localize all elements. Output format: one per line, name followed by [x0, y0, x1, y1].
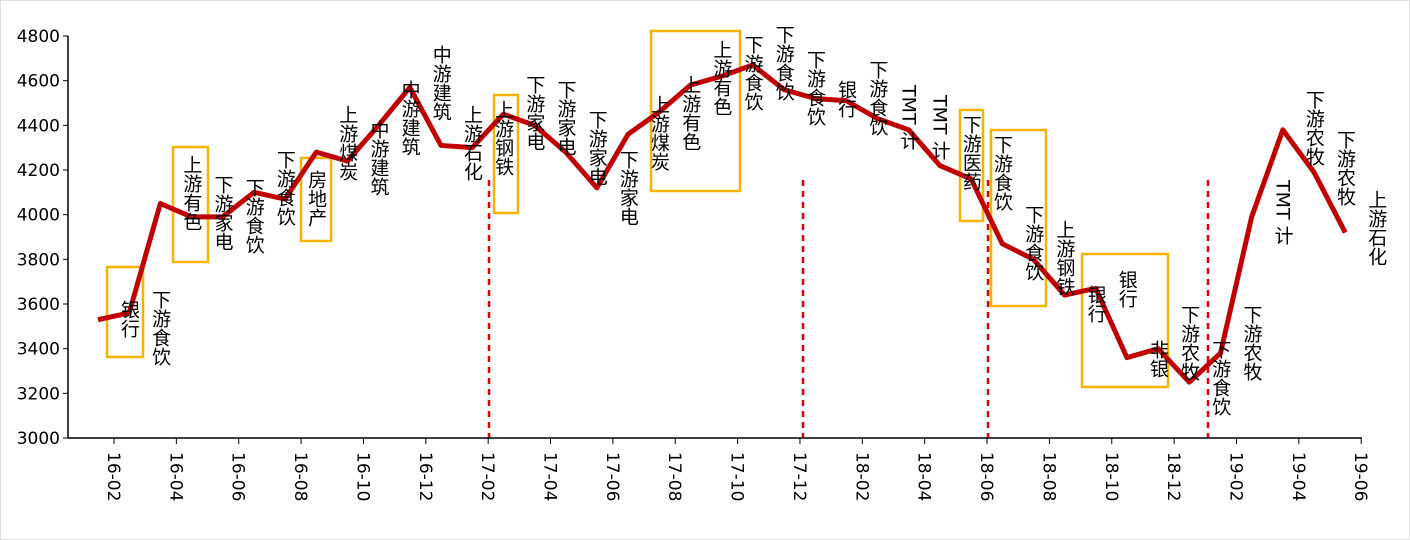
- highlight-box: [649, 29, 742, 193]
- annotation: 下游食饮: [866, 60, 888, 136]
- annotation: 下游食饮: [1022, 205, 1044, 281]
- annotation: 下游家电: [523, 75, 545, 151]
- x-tick-label: 18-06: [976, 452, 996, 501]
- x-tick-label: 18-08: [1038, 452, 1058, 501]
- y-tick-label: 3600: [17, 295, 60, 315]
- highlight-box: [492, 93, 520, 215]
- annotation: 中游建筑: [367, 120, 389, 196]
- annotation: 下游家电: [617, 150, 639, 226]
- annotation: TMT 计: [898, 84, 920, 150]
- annotation: 银行: [1116, 270, 1138, 308]
- x-tick-label: 16-04: [165, 452, 185, 501]
- x-tick-label: 19-06: [1350, 452, 1370, 501]
- y-tick-label: 4000: [17, 206, 60, 226]
- annotation: 上游煤炭: [336, 105, 358, 181]
- y-tick-label: 3000: [17, 429, 60, 449]
- y-tick-label: 3400: [17, 340, 60, 360]
- annotation: 下游家电: [586, 110, 608, 186]
- annotation: 上游有色: [180, 155, 202, 231]
- highlight-box: [958, 108, 985, 223]
- annotation: 下游食饮: [742, 35, 764, 111]
- y-tick-label: 4400: [17, 116, 60, 136]
- y-tick-label: 4600: [17, 72, 60, 92]
- annotation: 上游石化: [461, 105, 483, 181]
- annotation: 上游钢铁: [492, 100, 514, 176]
- highlight-box: [171, 145, 210, 264]
- annotation: TMT 计: [929, 94, 951, 160]
- annotation: 上游有色: [679, 75, 701, 151]
- annotation: 下游农牧: [1178, 305, 1200, 381]
- annotation: 上游石化: [1365, 190, 1387, 266]
- annotation: 下游食饮: [149, 290, 171, 366]
- annotation: 下游医药: [960, 115, 982, 191]
- annotation: 下游食饮: [243, 178, 265, 254]
- y-tick-label: 3200: [17, 384, 60, 404]
- y-tick-label: 3800: [17, 250, 60, 270]
- annotation: 下游食饮: [773, 25, 795, 101]
- x-tick-label: 17-12: [789, 452, 809, 501]
- annotation: 中游建筑: [399, 80, 421, 156]
- x-tick-label: 16-06: [228, 452, 248, 501]
- annotation: 下游家电: [212, 175, 234, 251]
- annotation: 银行: [118, 300, 140, 338]
- annotation: 房地产: [305, 170, 327, 227]
- x-tick-label: 18-10: [1101, 452, 1121, 501]
- x-tick-label: 16-02: [103, 452, 123, 501]
- annotation: 下游农牧: [1240, 305, 1262, 381]
- annotation: 中游建筑: [430, 45, 452, 121]
- x-tick-label: 19-04: [1288, 452, 1308, 501]
- y-tick-label: 4200: [17, 161, 60, 181]
- annotation: 下游食饮: [991, 135, 1013, 211]
- annotation: 上游煤炭: [648, 95, 670, 171]
- highlight-box: [299, 156, 333, 243]
- annotation: 下游食饮: [274, 150, 296, 226]
- y-tick-label: 4800: [17, 27, 60, 47]
- x-tick-label: 17-10: [727, 452, 747, 501]
- x-tick-label: 16-12: [415, 452, 435, 501]
- annotation: 下游农牧: [1334, 130, 1356, 206]
- annotation: 下游食饮: [1209, 340, 1231, 416]
- data-line: [97, 62, 1348, 385]
- x-tick-label: 18-04: [914, 452, 934, 501]
- x-tick-label: 19-02: [1225, 452, 1245, 501]
- x-tick-label: 17-04: [540, 452, 560, 501]
- annotation: 下游家电: [555, 80, 577, 156]
- x-tick-label: 18-12: [1163, 452, 1183, 501]
- highlight-box: [1080, 252, 1170, 389]
- highlight-box: [105, 265, 145, 359]
- x-tick-label: 17-08: [664, 452, 684, 501]
- x-tick-label: 17-06: [602, 452, 622, 501]
- annotation: 非银: [1147, 340, 1169, 378]
- x-tick-label: 18-02: [851, 452, 871, 501]
- annotation: 下游农牧: [1303, 90, 1325, 166]
- phase-dividers: [487, 180, 1210, 438]
- x-tick-label: 16-10: [352, 452, 372, 501]
- annotation: 下游食饮: [804, 50, 826, 126]
- annotation: 银行: [1085, 285, 1107, 323]
- annotation: 银行: [835, 80, 857, 118]
- annotation: TMT 计: [1272, 179, 1294, 245]
- x-tick-label: 16-08: [290, 452, 310, 501]
- annotation: 上游钢铁: [1053, 220, 1075, 296]
- annotation: 上游有色: [710, 40, 732, 116]
- x-tick-label: 17-02: [477, 452, 497, 501]
